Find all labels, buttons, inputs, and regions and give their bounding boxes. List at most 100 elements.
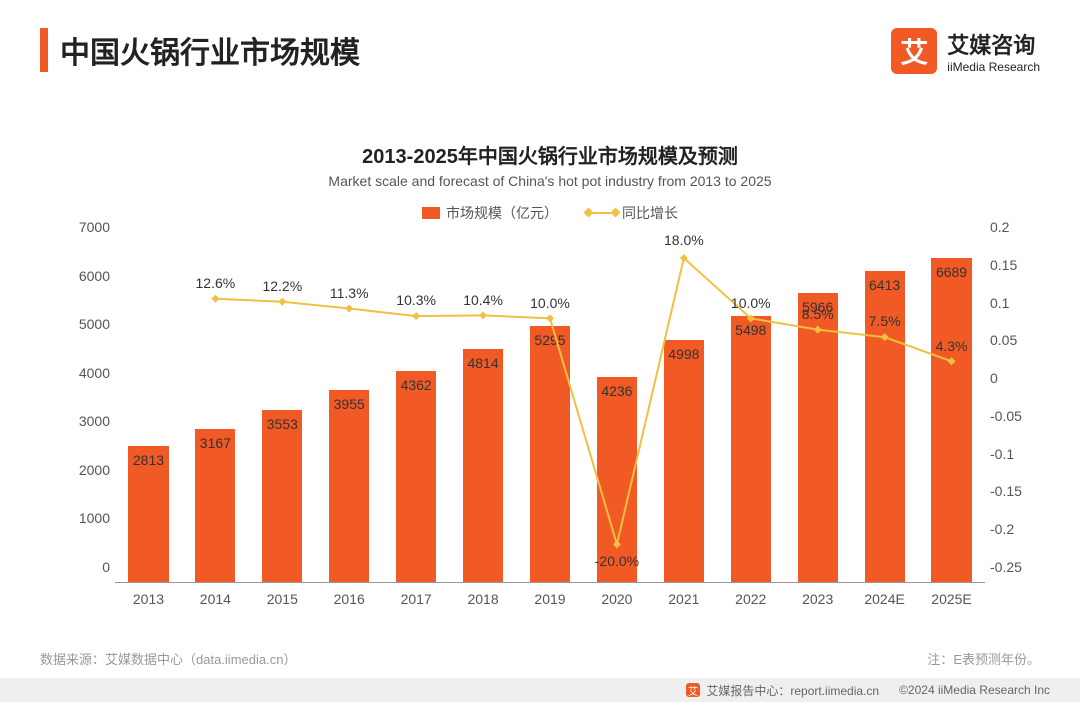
y-right-tick: -0.05 (990, 408, 1045, 424)
growth-label: 12.2% (262, 278, 302, 294)
legend-bar-item: 市场规模（亿元） (422, 203, 558, 223)
bar-column: 4998 (650, 243, 717, 582)
bar-column: 3167 (182, 243, 249, 582)
bar: 4998 (664, 340, 704, 582)
title-accent-bar (40, 28, 48, 72)
chart-plot: 01000200030004000500060007000 -0.25-0.2-… (55, 243, 1045, 613)
legend-line-item: 同比增长 (588, 203, 678, 223)
bar-value-label: 4362 (401, 377, 432, 393)
header: 中国火锅行业市场规模 艾 艾媒咨询 iiMedia Research (0, 0, 1080, 74)
x-axis-label: 2016 (316, 587, 383, 613)
bar-value-label: 6413 (869, 277, 900, 293)
bar: 4814 (463, 349, 503, 582)
bar-column: 6413 (851, 243, 918, 582)
y-axis-left: 01000200030004000500060007000 (55, 243, 110, 583)
growth-label: -20.0% (595, 553, 639, 569)
x-axis-label: 2018 (450, 587, 517, 613)
growth-label: 10.0% (530, 295, 570, 311)
x-axis-label: 2020 (583, 587, 650, 613)
bar-value-label: 3553 (267, 416, 298, 432)
page-title: 中国火锅行业市场规模 (60, 28, 360, 72)
growth-label: 4.3% (936, 338, 968, 354)
bar: 4236 (597, 377, 637, 582)
chart-title: 2013-2025年中国火锅行业市场规模及预测 (55, 140, 1045, 169)
bar-value-label: 3955 (334, 396, 365, 412)
forecast-note-text: 注：E表预测年份。 (927, 649, 1040, 668)
x-axis-label: 2019 (517, 587, 584, 613)
y-right-tick: -0.1 (990, 446, 1045, 462)
y-right-tick: 0 (990, 370, 1045, 386)
footer-notes: 数据来源：艾媒数据中心（data.iimedia.cn） 注：E表预测年份。 (40, 649, 1040, 668)
legend-line-label: 同比增长 (622, 203, 678, 223)
brand-text: 艾媒咨询 iiMedia Research (947, 28, 1040, 74)
bar-value-label: 2813 (133, 452, 164, 468)
growth-label: 11.3% (330, 285, 369, 301)
bar: 3955 (329, 390, 369, 582)
bar: 6689 (931, 258, 971, 582)
brand-block: 艾 艾媒咨询 iiMedia Research (891, 28, 1040, 74)
y-right-tick: -0.2 (990, 521, 1045, 537)
x-axis-label: 2025E (918, 587, 985, 613)
title-wrap: 中国火锅行业市场规模 (40, 28, 360, 72)
y-left-tick: 0 (55, 559, 110, 575)
growth-label: 10.3% (396, 292, 436, 308)
brand-logo-icon: 艾 (891, 28, 937, 74)
growth-label: 8.5% (802, 306, 834, 322)
y-right-tick: 0.1 (990, 295, 1045, 311)
bar: 3553 (262, 410, 302, 582)
y-right-tick: 0.05 (990, 332, 1045, 348)
y-left-tick: 1000 (55, 510, 110, 526)
x-axis-label: 2013 (115, 587, 182, 613)
bar-value-label: 4814 (467, 355, 498, 371)
copyright-text: ©2024 iiMedia Research Inc (899, 683, 1050, 697)
bar-value-label: 5295 (534, 332, 565, 348)
bar: 3167 (195, 429, 235, 582)
growth-label: 7.5% (869, 313, 901, 329)
x-axis-labels: 2013201420152016201720182019202020212022… (115, 587, 985, 613)
bar: 5966 (798, 293, 838, 582)
y-right-tick: -0.25 (990, 559, 1045, 575)
growth-label: 10.0% (731, 295, 771, 311)
growth-label: 10.4% (463, 292, 503, 308)
bar-column: 4236 (583, 243, 650, 582)
x-axis-label: 2017 (383, 587, 450, 613)
chart-subtitle: Market scale and forecast of China's hot… (55, 173, 1045, 189)
plot-inner: 2813 3167 3553 3955 4362 4814 5295 4236 4998 5498… (115, 243, 985, 583)
bar-column: 6689 (918, 243, 985, 582)
data-source-text: 数据来源：艾媒数据中心（data.iimedia.cn） (40, 649, 296, 668)
y-left-tick: 2000 (55, 462, 110, 478)
growth-label: 12.6% (196, 275, 236, 291)
bar: 5498 (731, 316, 771, 582)
chart-area: 2013-2025年中国火锅行业市场规模及预测 Market scale and… (55, 140, 1045, 632)
y-left-tick: 4000 (55, 365, 110, 381)
x-axis-label: 2023 (784, 587, 851, 613)
x-axis-label: 2015 (249, 587, 316, 613)
mini-logo-icon: 艾 (686, 683, 700, 697)
bar: 5295 (530, 326, 570, 582)
x-axis-label: 2021 (650, 587, 717, 613)
bar-value-label: 3167 (200, 435, 231, 451)
y-left-tick: 5000 (55, 316, 110, 332)
x-axis-label: 2022 (717, 587, 784, 613)
y-right-tick: 0.2 (990, 219, 1045, 235)
brand-name-en: iiMedia Research (947, 60, 1040, 74)
footer-bar: 艾 艾媒报告中心：report.iimedia.cn ©2024 iiMedia… (0, 678, 1080, 702)
bar-value-label: 5498 (735, 322, 766, 338)
legend-bar-swatch (422, 207, 440, 219)
bar-column: 5966 (784, 243, 851, 582)
bar-column: 2813 (115, 243, 182, 582)
bar: 4362 (396, 371, 436, 582)
y-axis-right: -0.25-0.2-0.15-0.1-0.0500.050.10.150.2 (990, 243, 1045, 583)
brand-name-cn: 艾媒咨询 (947, 28, 1040, 60)
x-axis-label: 2014 (182, 587, 249, 613)
y-right-tick: -0.15 (990, 483, 1045, 499)
report-center-text: 艾 艾媒报告中心：report.iimedia.cn (686, 682, 879, 699)
legend-line-swatch (588, 212, 616, 214)
y-left-tick: 7000 (55, 219, 110, 235)
y-left-tick: 6000 (55, 268, 110, 284)
y-right-tick: 0.15 (990, 257, 1045, 273)
x-axis-label: 2024E (851, 587, 918, 613)
bar: 2813 (128, 446, 168, 582)
legend-bar-label: 市场规模（亿元） (446, 203, 558, 223)
growth-label: 18.0% (664, 232, 704, 248)
